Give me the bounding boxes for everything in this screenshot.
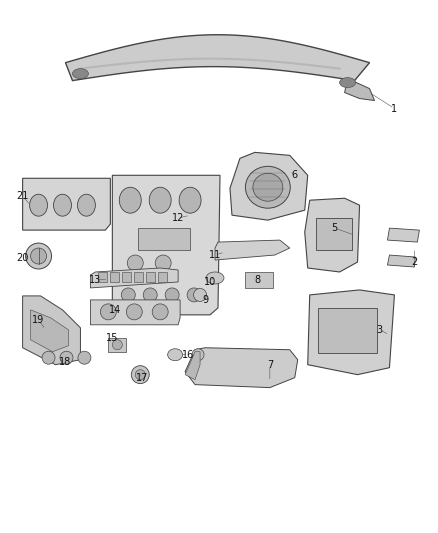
Ellipse shape	[42, 351, 55, 364]
Bar	[110, 272, 119, 282]
Polygon shape	[215, 240, 290, 260]
Bar	[122, 272, 131, 282]
Bar	[158, 272, 167, 282]
Ellipse shape	[121, 288, 135, 302]
Ellipse shape	[339, 78, 356, 87]
Ellipse shape	[149, 187, 171, 213]
Polygon shape	[230, 152, 308, 220]
Text: 20: 20	[17, 253, 29, 263]
Text: 12: 12	[172, 213, 184, 223]
Text: 18: 18	[60, 357, 72, 367]
Text: 16: 16	[182, 350, 194, 360]
Ellipse shape	[112, 340, 122, 350]
Bar	[138, 228, 190, 250]
Polygon shape	[112, 175, 220, 315]
Polygon shape	[308, 290, 395, 375]
Ellipse shape	[119, 187, 141, 213]
Ellipse shape	[168, 349, 183, 361]
Bar	[99, 272, 107, 282]
Polygon shape	[66, 35, 370, 80]
Text: 17: 17	[136, 373, 148, 383]
Text: 21: 21	[17, 191, 29, 201]
Bar	[316, 218, 352, 250]
Text: 11: 11	[209, 250, 221, 260]
Polygon shape	[90, 300, 180, 325]
Polygon shape	[388, 255, 415, 267]
Ellipse shape	[206, 272, 224, 284]
Ellipse shape	[143, 288, 157, 302]
Text: 2: 2	[411, 257, 417, 267]
Text: 10: 10	[204, 277, 216, 287]
Bar	[108, 338, 126, 352]
Polygon shape	[185, 352, 200, 379]
Ellipse shape	[245, 166, 290, 208]
Ellipse shape	[187, 288, 201, 302]
Ellipse shape	[78, 351, 91, 364]
Polygon shape	[23, 178, 110, 230]
Ellipse shape	[100, 304, 117, 320]
Text: 19: 19	[32, 315, 45, 325]
Polygon shape	[31, 310, 68, 352]
Polygon shape	[345, 78, 374, 101]
Text: 1: 1	[392, 103, 398, 114]
Ellipse shape	[179, 187, 201, 213]
Ellipse shape	[53, 194, 71, 216]
Ellipse shape	[135, 370, 145, 379]
Text: 5: 5	[332, 223, 338, 233]
Ellipse shape	[194, 288, 207, 301]
Polygon shape	[388, 228, 419, 242]
Ellipse shape	[25, 243, 52, 269]
Ellipse shape	[192, 349, 204, 361]
Polygon shape	[23, 296, 81, 365]
Text: 8: 8	[255, 275, 261, 285]
Ellipse shape	[72, 69, 88, 78]
Ellipse shape	[131, 366, 149, 384]
Ellipse shape	[30, 194, 48, 216]
Ellipse shape	[165, 288, 179, 302]
Text: 15: 15	[106, 333, 119, 343]
Bar	[146, 272, 155, 282]
Polygon shape	[185, 348, 298, 387]
Text: 7: 7	[267, 360, 273, 370]
Bar	[134, 272, 143, 282]
Ellipse shape	[60, 351, 73, 364]
Ellipse shape	[31, 248, 46, 264]
Text: 9: 9	[202, 295, 208, 305]
Bar	[245, 272, 273, 288]
Text: 13: 13	[89, 275, 102, 285]
Ellipse shape	[78, 194, 95, 216]
Ellipse shape	[127, 255, 143, 271]
Ellipse shape	[126, 304, 142, 320]
Bar	[318, 308, 378, 353]
Polygon shape	[90, 268, 178, 288]
Ellipse shape	[152, 304, 168, 320]
Text: 6: 6	[292, 170, 298, 180]
Ellipse shape	[155, 255, 171, 271]
Text: 3: 3	[376, 325, 382, 335]
Ellipse shape	[253, 173, 283, 201]
Text: 14: 14	[109, 305, 121, 315]
Polygon shape	[305, 198, 360, 272]
